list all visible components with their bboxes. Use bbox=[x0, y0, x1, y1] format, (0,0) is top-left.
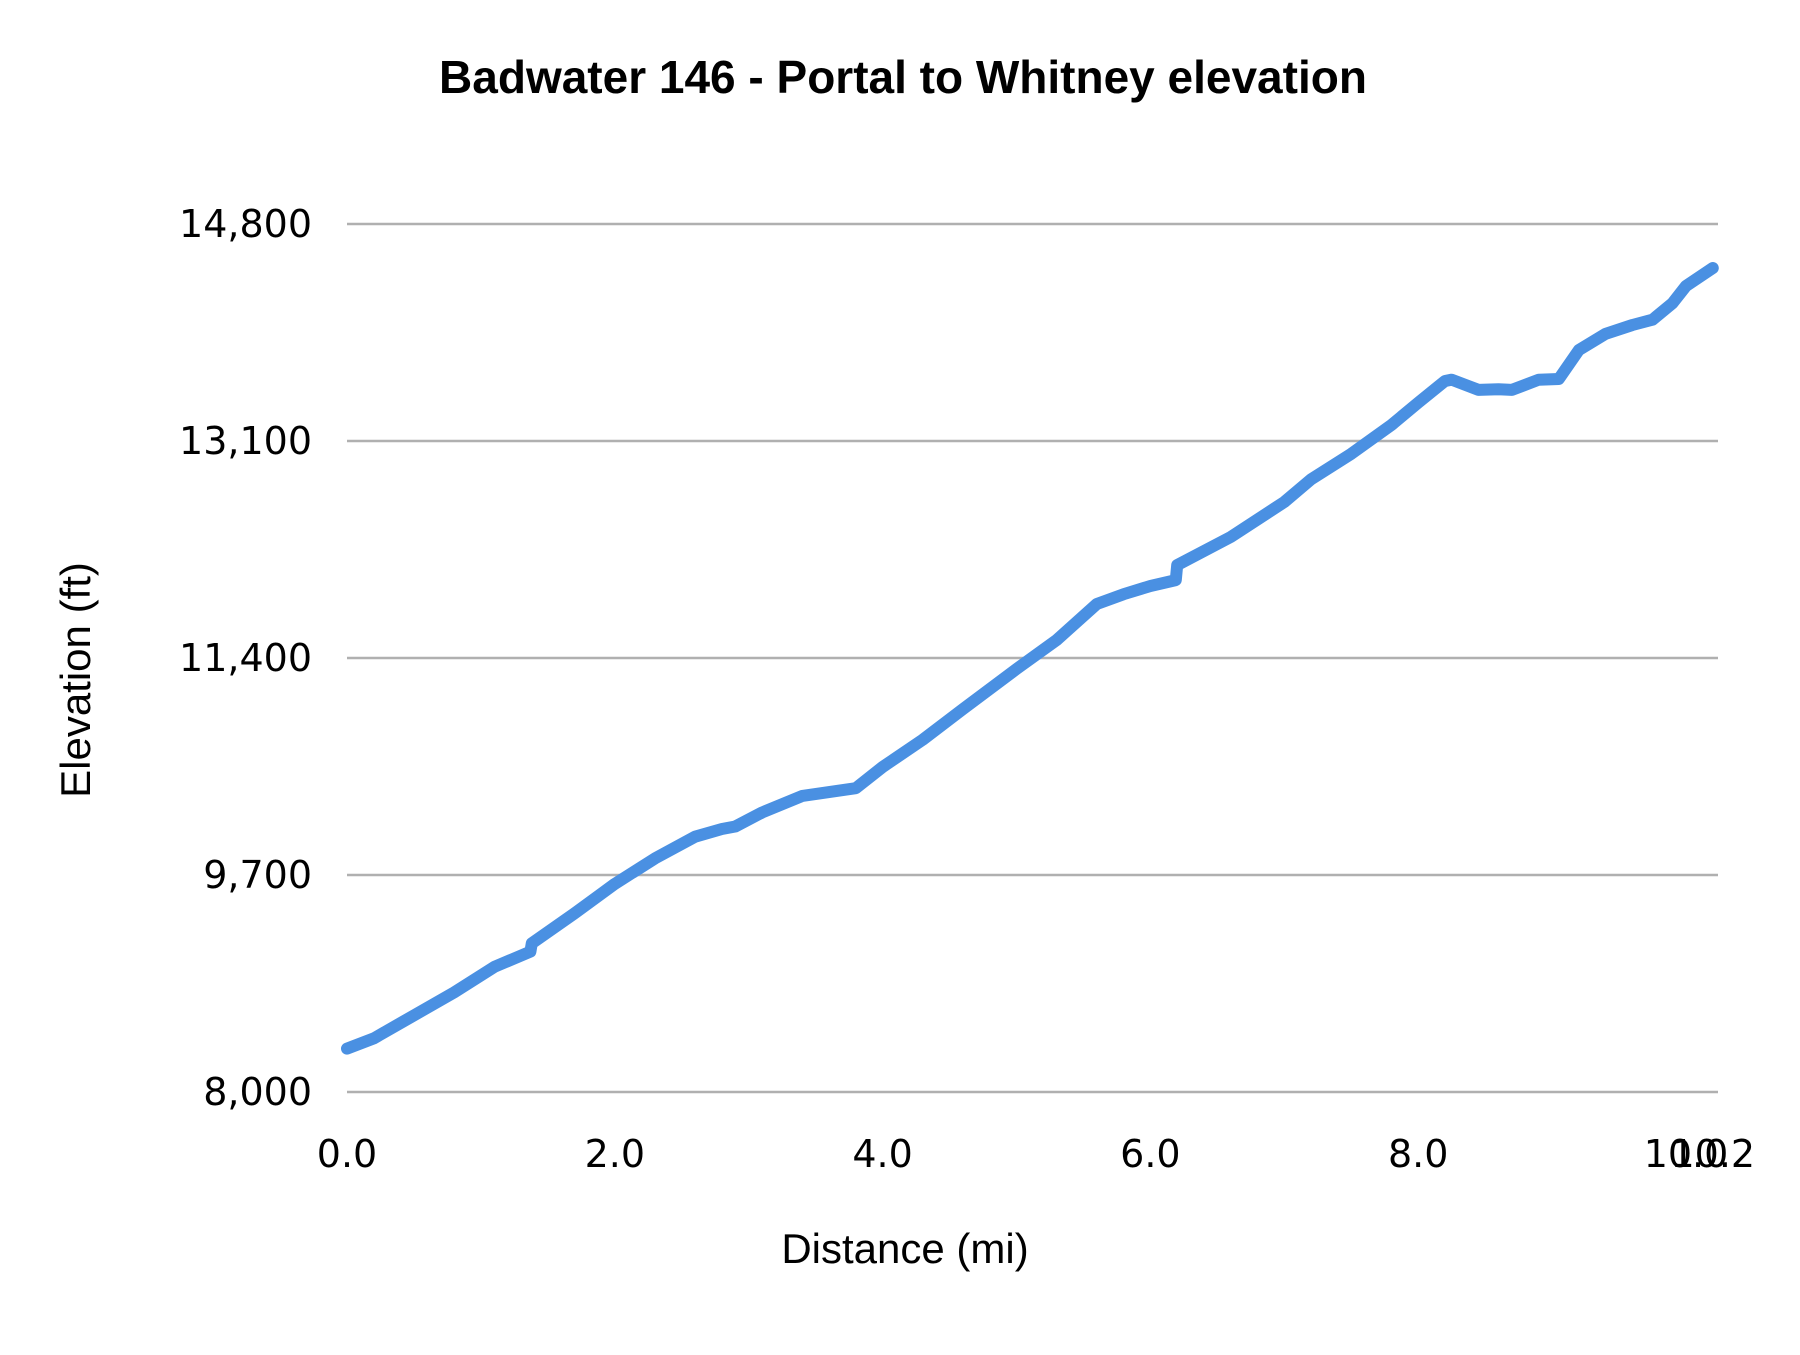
y-axis-label: Elevation (ft) bbox=[52, 562, 99, 798]
y-tick-label: 11,400 bbox=[179, 636, 312, 680]
x-axis-ticks: 0.0 2.0 4.0 6.0 8.0 10.010.2 bbox=[317, 1132, 1755, 1176]
y-axis-ticks: 8,000 9,700 11,400 13,100 14,800 bbox=[179, 202, 312, 1114]
y-tick-label: 8,000 bbox=[203, 1070, 312, 1114]
x-tick-label: 10.0 bbox=[1644, 1132, 1729, 1176]
y-tick-label: 14,800 bbox=[179, 202, 312, 246]
x-tick-label: 8.0 bbox=[1388, 1132, 1448, 1176]
y-tick-label: 9,700 bbox=[203, 853, 312, 897]
x-tick-label: 2.0 bbox=[585, 1132, 645, 1176]
x-axis-label: Distance (mi) bbox=[781, 1225, 1028, 1272]
x-tick-label: 4.0 bbox=[852, 1132, 912, 1176]
y-tick-label: 13,100 bbox=[179, 419, 312, 463]
chart-title: Badwater 146 - Portal to Whitney elevati… bbox=[439, 51, 1367, 103]
elevation-line bbox=[341, 262, 1719, 1055]
x-tick-label: 0.0 bbox=[317, 1132, 377, 1176]
x-tick-label: 6.0 bbox=[1120, 1132, 1180, 1176]
x-tick-label: 10.2 bbox=[1670, 1132, 1755, 1176]
